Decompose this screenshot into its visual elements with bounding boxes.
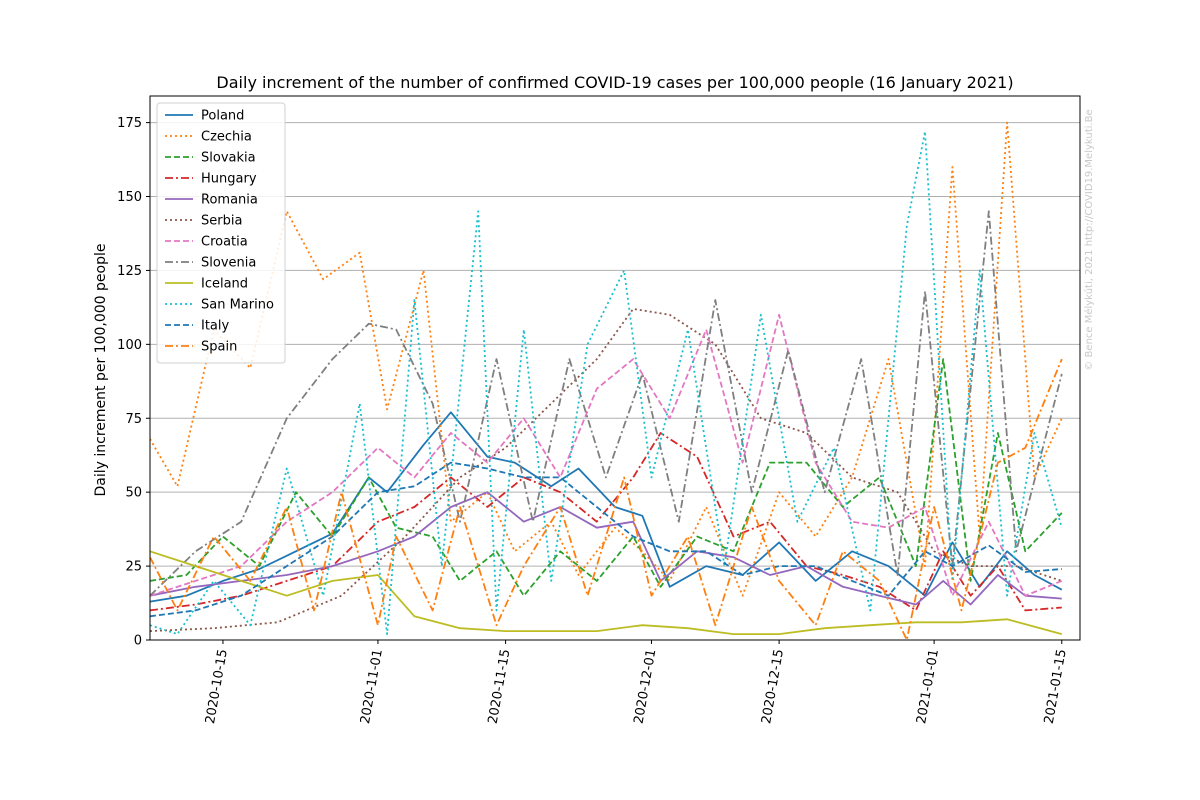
legend-label: San Marino xyxy=(201,298,274,313)
series-line-slovakia xyxy=(150,358,1063,597)
series-line-czechia xyxy=(150,121,1063,597)
series-line-italy xyxy=(150,461,1062,618)
y-tick-label: 125 xyxy=(117,264,142,279)
x-tick-label: 2020-11-15 xyxy=(486,648,514,725)
y-tick-label: 100 xyxy=(117,338,142,353)
legend-label: Italy xyxy=(201,319,230,334)
plot-frame xyxy=(149,95,1081,641)
legend-label: Poland xyxy=(201,109,244,124)
x-tick-label: 2021-01-01 xyxy=(914,648,942,725)
y-axis: 0 25 50 75 100 125 150 175 xyxy=(117,116,150,649)
y-tick-label: 175 xyxy=(117,116,142,131)
grid-lines xyxy=(150,122,1080,641)
x-axis: 2020-10-15 2020-11-01 2020-11-15 2020-12-01… xyxy=(203,640,1070,725)
x-tick-label: 2021-01-15 xyxy=(1042,648,1070,725)
x-tick-label: 2020-12-15 xyxy=(759,648,787,725)
chart-title: Daily increment of the number of confirm… xyxy=(216,73,1013,92)
y-tick-label: 25 xyxy=(125,560,142,575)
series-line-san-marino xyxy=(150,130,1063,635)
legend-label: Romania xyxy=(201,193,258,208)
legend-label: Czechia xyxy=(201,130,252,145)
legend: Poland Czechia Slovakia Hungary Romania Serbi… xyxy=(156,102,286,364)
series-line-spain xyxy=(150,358,1063,640)
series-line-serbia xyxy=(150,307,1063,632)
series-line-hungary xyxy=(150,432,1062,612)
series-line-iceland xyxy=(150,550,1063,635)
x-tick-label: 2020-12-01 xyxy=(632,648,660,725)
x-tick-label: 2020-11-01 xyxy=(358,648,386,725)
series-line-romania xyxy=(150,491,1062,606)
legend-label: Serbia xyxy=(201,214,242,229)
series-line-slovenia xyxy=(150,210,1063,597)
legend-box xyxy=(156,102,286,364)
legend-label: Slovenia xyxy=(201,256,256,271)
legend-label: Hungary xyxy=(201,172,257,187)
legend-label: Spain xyxy=(201,340,237,355)
legend-label: Croatia xyxy=(201,235,248,250)
legend-label: Slovakia xyxy=(201,151,256,166)
series-line-croatia xyxy=(150,313,1063,597)
y-tick-label: 75 xyxy=(125,412,142,427)
x-tick-label: 2020-10-15 xyxy=(203,648,231,725)
y-axis-label: Daily increment per 100,000 people xyxy=(93,244,109,497)
y-tick-label: 0 xyxy=(134,634,142,649)
y-tick-label: 150 xyxy=(117,190,142,205)
watermark: © Bence Mélykúti, 2021 http://COVID19.Me… xyxy=(1083,109,1095,370)
legend-label: Iceland xyxy=(201,277,248,292)
y-tick-label: 50 xyxy=(125,486,142,501)
series-layer xyxy=(150,121,1063,640)
